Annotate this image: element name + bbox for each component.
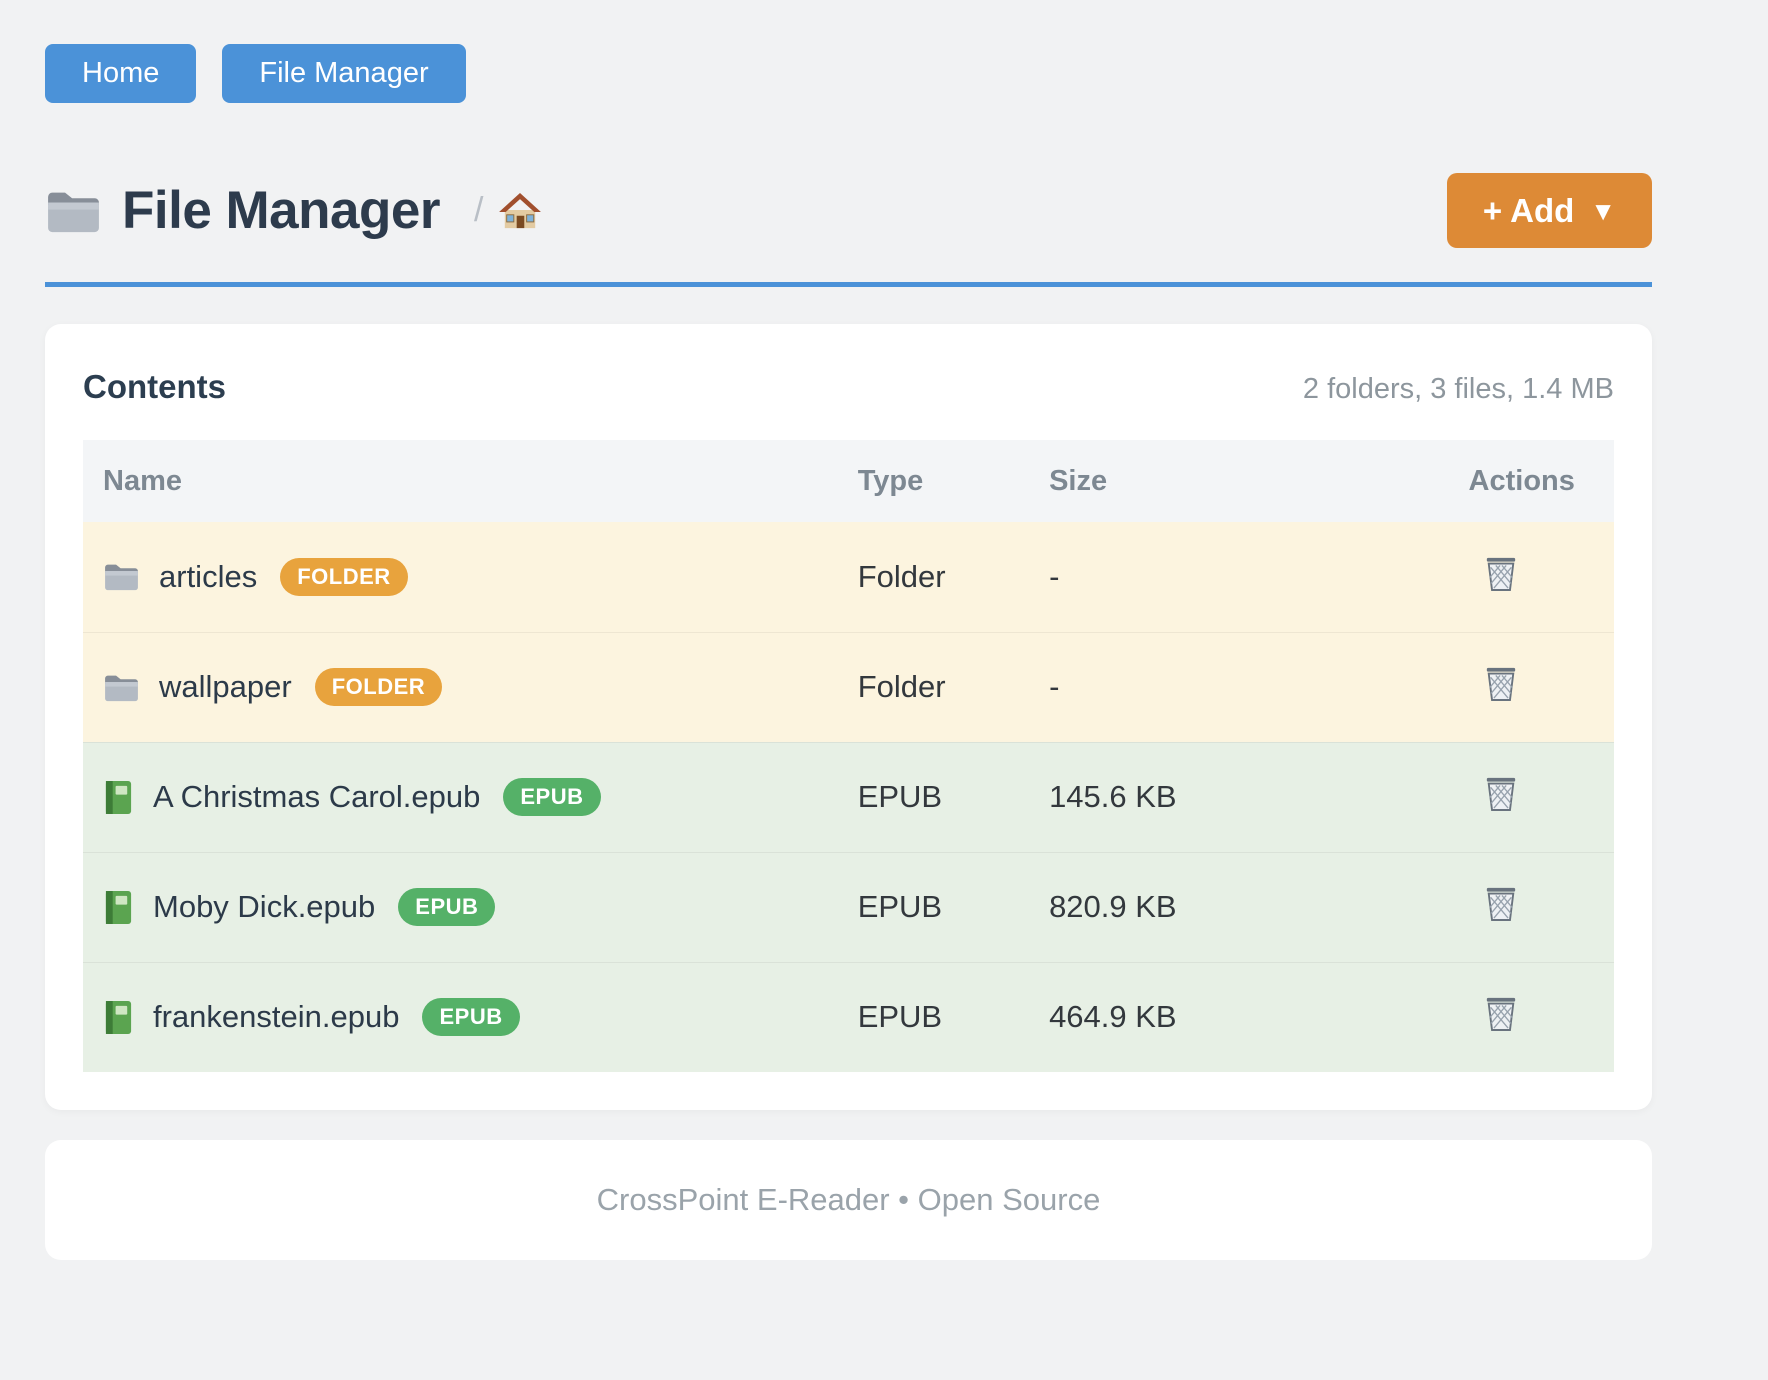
type-cell: EPUB [857, 961, 1050, 1072]
breadcrumb-separator: / [473, 191, 484, 229]
delete-button[interactable] [1484, 774, 1518, 812]
type-cell: Folder [857, 522, 1050, 632]
table-row: wallpaper FOLDER Folder - [83, 631, 1614, 742]
delete-button[interactable] [1484, 884, 1518, 922]
files-table: Name Type Size Actions articles [83, 440, 1614, 1072]
size-cell: 145.6 KB [1049, 741, 1469, 852]
footer: CrossPoint E-Reader • Open Source [45, 1140, 1652, 1260]
type-badge: FOLDER [314, 668, 443, 706]
folder-icon [45, 187, 102, 235]
table-row: frankenstein.epub EPUB EPUB 464.9 KB [83, 961, 1614, 1072]
size-cell: 464.9 KB [1049, 961, 1469, 1072]
table-row: A Christmas Carol.epub EPUB EPUB 145.6 K… [83, 741, 1614, 852]
contents-summary: 2 folders, 3 files, 1.4 MB [1302, 373, 1614, 405]
book-icon [103, 779, 134, 816]
column-header-actions: Actions [1468, 440, 1614, 522]
contents-card: Contents 2 folders, 3 files, 1.4 MB Name… [45, 324, 1652, 1110]
type-badge: FOLDER [280, 557, 408, 596]
size-cell: 820.9 KB [1049, 851, 1469, 962]
file-name[interactable]: A Christmas Carol.epub [153, 779, 481, 814]
table-row: articles FOLDER Folder - [83, 522, 1614, 632]
breadcrumb: / [473, 191, 542, 230]
trash-icon [1486, 998, 1515, 1032]
type-cell: Folder [857, 631, 1050, 742]
file-name[interactable]: wallpaper [159, 669, 292, 704]
title-divider [45, 282, 1652, 287]
trash-icon [1486, 667, 1515, 701]
type-badge: EPUB [503, 778, 601, 816]
contents-table-body: articles FOLDER Folder - [83, 522, 1614, 1072]
trash-icon [1486, 557, 1515, 591]
add-button-label: + Add [1482, 191, 1575, 229]
trash-icon [1486, 777, 1515, 811]
type-cell: EPUB [857, 851, 1050, 962]
file-name[interactable]: Moby Dick.epub [153, 889, 376, 924]
footer-text: CrossPoint E-Reader • Open Source [596, 1182, 1101, 1217]
page-header: File Manager / + Add ▼ [45, 173, 1652, 248]
book-icon [103, 889, 134, 926]
folder-icon [103, 672, 140, 703]
add-button[interactable]: + Add ▼ [1446, 173, 1652, 248]
file-name[interactable]: frankenstein.epub [153, 999, 400, 1035]
file-name[interactable]: articles [159, 558, 258, 594]
folder-icon [103, 561, 140, 592]
page-title: File Manager [122, 181, 440, 240]
page: Home File Manager File Manager / [45, 0, 1652, 1260]
size-cell: - [1049, 631, 1469, 742]
delete-button[interactable] [1484, 554, 1518, 592]
column-header-size: Size [1049, 440, 1469, 522]
top-nav: Home File Manager [45, 44, 1652, 103]
contents-title: Contents [83, 368, 226, 405]
home-icon[interactable] [499, 192, 542, 230]
column-header-name: Name [83, 440, 858, 522]
trash-icon [1486, 887, 1515, 921]
file-manager-button[interactable]: File Manager [222, 44, 466, 103]
type-cell: EPUB [857, 741, 1050, 852]
type-badge: EPUB [422, 998, 520, 1037]
column-header-type: Type [857, 440, 1050, 522]
type-badge: EPUB [398, 888, 496, 926]
book-icon [103, 999, 134, 1036]
home-button[interactable]: Home [45, 44, 197, 103]
chevron-down-icon: ▼ [1590, 195, 1616, 226]
size-cell: - [1049, 522, 1469, 632]
delete-button[interactable] [1484, 664, 1518, 702]
delete-button[interactable] [1484, 994, 1518, 1032]
table-row: Moby Dick.epub EPUB EPUB 820.9 KB [83, 851, 1614, 962]
